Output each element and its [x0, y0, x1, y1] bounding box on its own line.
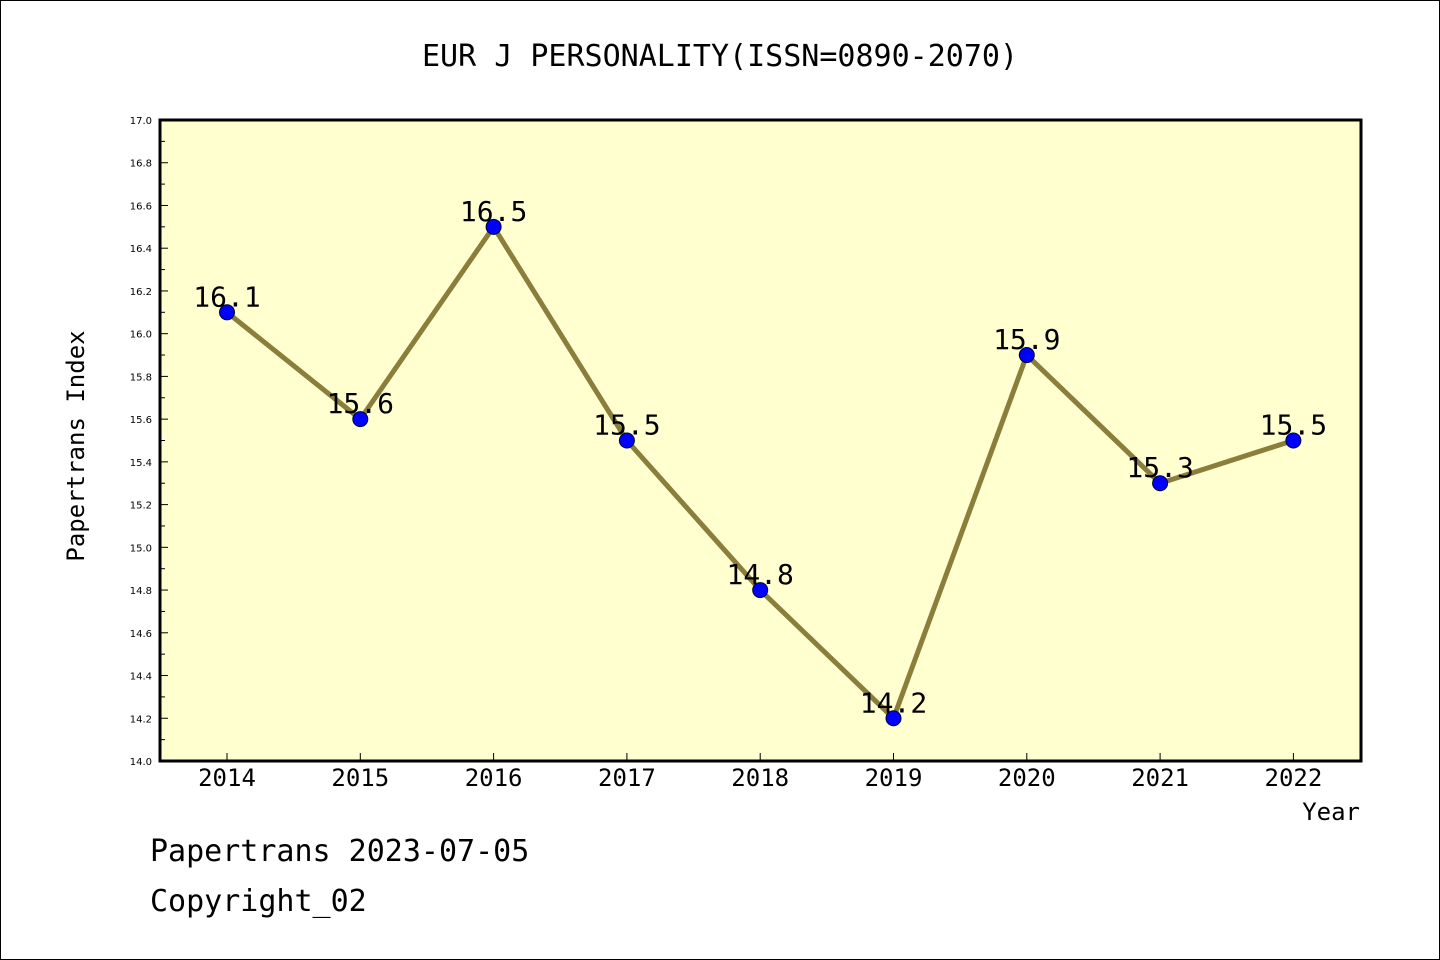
y-axis-label: Papertrans Index	[62, 330, 90, 561]
x-tick-label: 2016	[465, 764, 523, 792]
x-tick-label: 2019	[865, 764, 923, 792]
data-point	[885, 710, 902, 727]
plot-area	[158, 118, 1363, 763]
y-tick-label: 14.6	[130, 629, 152, 640]
y-tick-label: 15.0	[130, 543, 152, 554]
x-axis: 2014 2015 2016 2017 2018 2019 2020 2021 2022	[198, 753, 1322, 792]
data-label: 14.8	[726, 558, 793, 591]
data-point	[1152, 475, 1169, 492]
y-tick-label: 15.8	[130, 372, 152, 383]
data-point	[618, 432, 635, 449]
data-point	[1018, 347, 1035, 364]
x-tick-label: 2022	[1265, 764, 1323, 792]
x-tick-label: 2021	[1131, 764, 1189, 792]
data-point	[219, 304, 235, 321]
y-axis: 14.0 14.2 14.4 14.6 14.8 15.0 15.2 15.4 15.6 15.8…	[130, 116, 168, 768]
y-tick-label: 14.0	[130, 757, 152, 768]
y-tick-label: 14.8	[130, 586, 152, 597]
footer-date-text: Papertrans 2023-07-05	[150, 834, 530, 869]
y-tick-label: 16.0	[130, 330, 152, 341]
y-tick-label: 16.6	[130, 201, 152, 212]
data-label: 15.3	[1126, 451, 1193, 484]
y-tick-label: 14.4	[130, 672, 152, 683]
footer-copyright-text: Copyright_02	[150, 884, 367, 919]
data-label: 14.2	[860, 686, 927, 719]
data-point	[352, 411, 369, 428]
data-label: 16.1	[193, 280, 260, 313]
y-tick-label: 15.2	[130, 501, 152, 512]
x-tick-label: 2020	[998, 764, 1056, 792]
data-label: 15.5	[593, 409, 660, 442]
y-tick-label: 14.2	[130, 714, 152, 725]
x-tick-label: 2014	[198, 764, 256, 792]
y-tick-label: 16.2	[130, 287, 152, 298]
data-label: 16.5	[460, 195, 527, 228]
data-label: 15.9	[993, 323, 1060, 356]
data-label: 15.5	[1260, 409, 1327, 442]
y-tick-label: 15.6	[130, 415, 152, 426]
x-tick-label: 2015	[331, 764, 389, 792]
x-tick-label: 2018	[731, 764, 789, 792]
y-tick-label: 17.0	[130, 116, 152, 127]
data-point	[752, 582, 769, 599]
x-axis-label: Year	[1302, 798, 1360, 826]
y-tick-label: 16.8	[130, 159, 152, 170]
data-point	[485, 218, 502, 235]
y-tick-label: 15.4	[130, 458, 152, 469]
data-label: 15.6	[327, 387, 394, 420]
chart-title: EUR J PERSONALITY(ISSN=0890-2070)	[422, 39, 1018, 74]
series-line-group: 16.1 15.6 16.5 15.5 14.8 14.2 15.9 15.3 15.5	[193, 195, 1327, 727]
data-point	[1285, 432, 1302, 449]
y-tick-label: 16.4	[130, 244, 152, 255]
x-tick-label: 2017	[598, 764, 656, 792]
